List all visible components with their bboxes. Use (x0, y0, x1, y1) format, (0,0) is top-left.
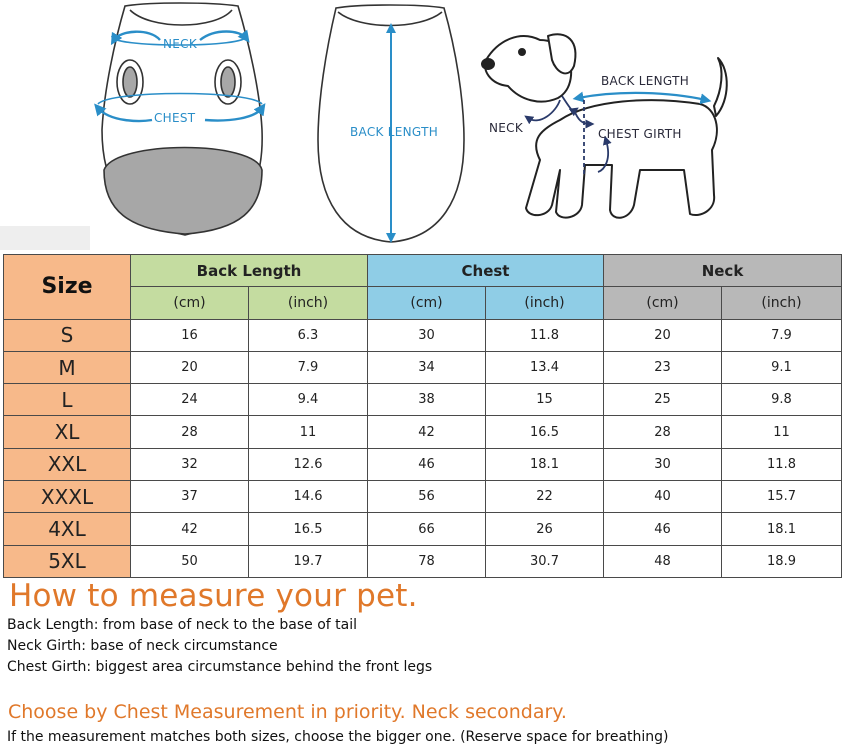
value-cell: 34 (367, 350, 486, 385)
size-cell: 4XL (3, 512, 131, 546)
size-cell: 5XL (3, 544, 131, 579)
value-cell: 46 (367, 447, 486, 482)
value-cell: 42 (367, 415, 486, 449)
neck-header: Neck (602, 253, 843, 288)
value-cell: 15.7 (720, 480, 843, 514)
chest-label: CHEST (154, 111, 196, 125)
value-cell: 9.1 (720, 350, 843, 385)
neck-label: NECK (163, 37, 198, 51)
value-cell: 28 (603, 415, 722, 449)
value-cell: 32 (130, 447, 249, 482)
value-cell: 16 (130, 318, 249, 352)
value-cell: 30.7 (485, 544, 604, 579)
value-cell: 23 (603, 350, 722, 385)
value-cell: 16.5 (248, 512, 368, 546)
value-cell: 37 (130, 480, 249, 514)
value-cell: 26 (485, 512, 604, 546)
back-length-instruction: Back Length: from base of neck to the ba… (7, 617, 357, 633)
shirt-front-view (101, 2, 263, 236)
value-cell: 11.8 (720, 447, 843, 482)
value-cell: 28 (130, 415, 249, 449)
value-cell: 78 (367, 544, 486, 579)
size-cell: XL (3, 415, 131, 449)
back-inch-header: (inch) (248, 286, 368, 320)
value-cell: 46 (603, 512, 722, 546)
corner-shadow (0, 226, 90, 250)
value-cell: 22 (485, 480, 604, 514)
neck-cm-header: (cm) (603, 286, 722, 320)
table-row: XXL 32 12.6 46 18.1 30 11.8 (3, 447, 843, 482)
size-cell: XXXL (3, 480, 131, 514)
table-row: 5XL 50 19.7 78 30.7 48 18.9 (3, 544, 843, 579)
value-cell: 18.9 (720, 544, 843, 579)
value-cell: 25 (603, 383, 722, 417)
value-cell: 15 (485, 383, 604, 417)
chest-arrow (94, 92, 266, 123)
back-length-label: BACK LENGTH (350, 125, 439, 139)
chest-header: Chest (367, 253, 604, 288)
illustration-graphics (0, 2, 728, 250)
back-length-header: Back Length (130, 253, 368, 288)
choose-priority-note: Choose by Chest Measurement in priority.… (8, 701, 567, 723)
value-cell: 18.1 (485, 447, 604, 482)
value-cell: 66 (367, 512, 486, 546)
value-cell: 42 (130, 512, 249, 546)
unit-header-row: (cm) (inch) (cm) (inch) (cm) (inch) (4, 286, 843, 320)
table-row: XL 28 11 42 16.5 28 11 (3, 415, 843, 449)
value-cell: 20 (130, 350, 249, 385)
dog-chest-girth-label: CHEST GIRTH (598, 127, 682, 141)
neck-arrow (110, 29, 250, 46)
value-cell: 11 (720, 415, 843, 449)
value-cell: 24 (130, 383, 249, 417)
size-header: Size (3, 254, 131, 320)
size-cell: XXL (3, 447, 131, 482)
value-cell: 20 (603, 318, 722, 352)
value-cell: 12.6 (248, 447, 368, 482)
chest-inch-header: (inch) (485, 286, 604, 320)
value-cell: 13.4 (485, 350, 604, 385)
neck-girth-instruction: Neck Girth: base of neck circumstance (7, 638, 278, 654)
howto-title: How to measure your pet. (9, 578, 418, 614)
value-cell: 18.1 (720, 512, 843, 546)
value-cell: 11.8 (485, 318, 604, 352)
measurement-illustration: NECK CHEST BACK LENGTH BACK LENGTH NECK … (0, 0, 844, 250)
value-cell: 30 (603, 447, 722, 482)
value-cell: 30 (367, 318, 486, 352)
dog-chest-girth-arrow (573, 100, 612, 175)
value-cell: 14.6 (248, 480, 368, 514)
size-cell: L (3, 383, 131, 417)
value-cell: 19.7 (248, 544, 368, 579)
table-row: S 16 6.3 30 11.8 20 7.9 (3, 318, 843, 352)
group-header-row: Size Back Length Chest Neck (3, 253, 843, 320)
value-cell: 50 (130, 544, 249, 579)
value-cell: 40 (603, 480, 722, 514)
dog-neck-label: NECK (489, 121, 524, 135)
table-row: L 24 9.4 38 15 25 9.8 (3, 383, 843, 417)
dog-back-length-arrow (572, 91, 712, 105)
value-cell: 48 (603, 544, 722, 579)
table-row: XXXL 37 14.6 56 22 40 15.7 (3, 480, 843, 514)
value-cell: 16.5 (485, 415, 604, 449)
value-cell: 56 (367, 480, 486, 514)
dog-back-length-label: BACK LENGTH (601, 74, 690, 88)
back-cm-header: (cm) (130, 286, 249, 320)
value-cell: 9.4 (248, 383, 368, 417)
chest-cm-header: (cm) (367, 286, 486, 320)
table-row: 4XL 42 16.5 66 26 46 18.1 (3, 512, 843, 546)
value-cell: 38 (367, 383, 486, 417)
value-cell: 6.3 (248, 318, 368, 352)
value-cell: 7.9 (720, 318, 843, 352)
size-cell: M (3, 350, 131, 385)
table-row: M 20 7.9 34 13.4 23 9.1 (3, 350, 843, 385)
size-chart-table: Size Back Length Chest Neck (cm) (inch) … (3, 253, 843, 579)
size-cell: S (3, 318, 131, 352)
value-cell: 11 (248, 415, 368, 449)
neck-inch-header: (inch) (720, 286, 843, 320)
value-cell: 7.9 (248, 350, 368, 385)
bigger-size-note: If the measurement matches both sizes, c… (7, 729, 669, 745)
chest-girth-instruction: Chest Girth: biggest area circumstance b… (7, 659, 433, 675)
value-cell: 9.8 (720, 383, 843, 417)
